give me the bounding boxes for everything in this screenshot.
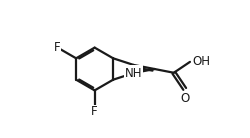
Text: OH: OH — [193, 55, 211, 68]
Text: F: F — [54, 41, 61, 54]
Text: F: F — [91, 105, 98, 118]
Text: NH: NH — [125, 67, 142, 80]
Text: O: O — [180, 92, 189, 105]
